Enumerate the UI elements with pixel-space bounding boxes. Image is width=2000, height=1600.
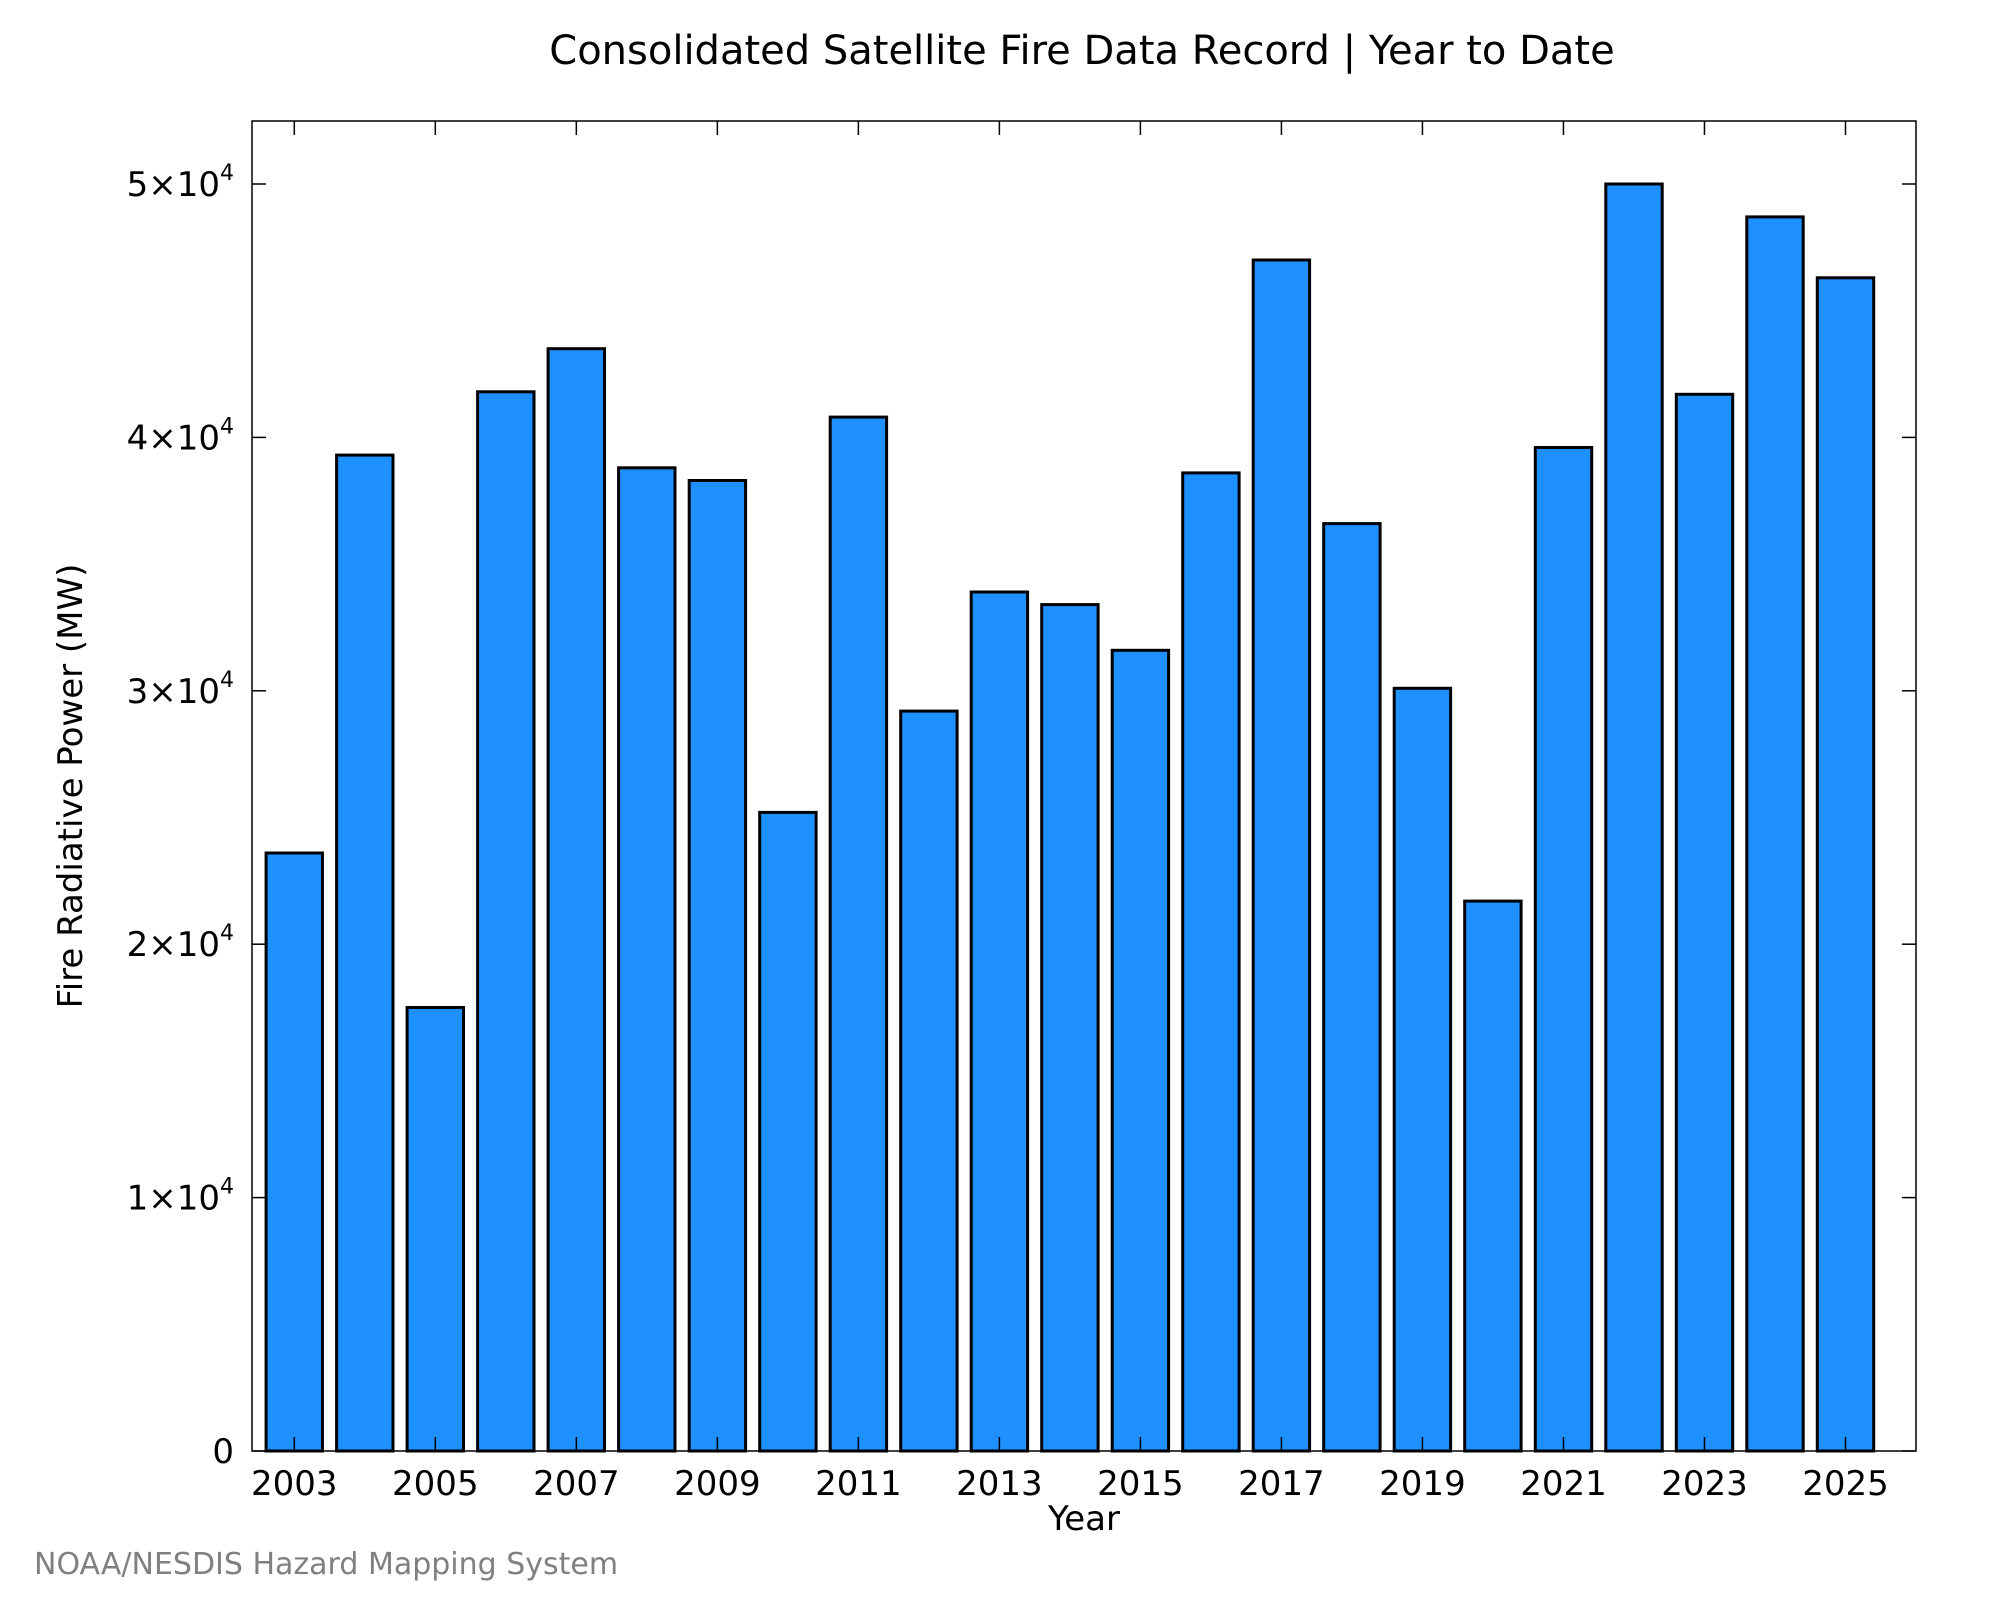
bar-2006 <box>476 390 536 1453</box>
bar-2010 <box>758 810 818 1453</box>
y-tick-label: 2×104 <box>127 921 234 965</box>
bar-2004 <box>335 453 395 1453</box>
bar-2005 <box>405 1006 466 1453</box>
bar-2007 <box>546 347 606 1453</box>
x-tick-label: 2007 <box>533 1464 620 1504</box>
bar-2025 <box>1815 276 1876 1453</box>
bar-2012 <box>899 709 959 1453</box>
x-tick-label: 2021 <box>1520 1464 1607 1504</box>
y-axis-ticks: 0 1×104 2×104 3×104 4×104 5×104 <box>127 161 1916 1472</box>
x-tick-label: 2011 <box>815 1464 902 1504</box>
x-tick-label: 2003 <box>251 1464 338 1504</box>
bar-2011 <box>828 415 889 1453</box>
x-tick-label: 2013 <box>956 1464 1043 1504</box>
x-tick-label: 2009 <box>674 1464 761 1504</box>
bar-2013 <box>969 590 1030 1453</box>
chart-title: Consolidated Satellite Fire Data Record … <box>549 28 1614 74</box>
y-tick-label: 4×104 <box>127 414 234 458</box>
y-tick-label: 5×104 <box>127 161 234 205</box>
bar-2024 <box>1745 215 1805 1453</box>
y-tick-label: 0 <box>212 1432 234 1472</box>
bar-2003 <box>264 851 325 1453</box>
x-tick-label: 2019 <box>1379 1464 1466 1504</box>
bars-group <box>264 182 1876 1453</box>
bar-2015 <box>1110 648 1171 1453</box>
bar-2017 <box>1251 258 1312 1453</box>
x-tick-label: 2015 <box>1097 1464 1184 1504</box>
y-tick-label: 1×104 <box>127 1175 234 1219</box>
bar-2008 <box>617 466 677 1453</box>
y-tick-label: 3×104 <box>127 668 234 712</box>
x-axis-label: Year <box>1047 1499 1120 1539</box>
x-tick-label: 2005 <box>392 1464 479 1504</box>
credit-text: NOAA/NESDIS Hazard Mapping System <box>34 1547 618 1582</box>
x-tick-label: 2025 <box>1802 1464 1889 1504</box>
y-axis-label: Fire Radiative Power (MW) <box>51 564 91 1009</box>
x-axis-ticks: 2003 2005 2007 2009 2011 2013 2015 2017 2019 2021… <box>251 121 1889 1504</box>
x-tick-label: 2017 <box>1238 1464 1325 1504</box>
bar-2009 <box>687 479 748 1453</box>
bar-2022 <box>1604 182 1664 1453</box>
x-tick-label: 2023 <box>1661 1464 1748 1504</box>
bar-2020 <box>1463 899 1523 1453</box>
bar-2014 <box>1040 603 1100 1453</box>
bar-2021 <box>1533 446 1594 1453</box>
bar-2019 <box>1392 686 1453 1453</box>
bar-2018 <box>1322 522 1382 1453</box>
bar-2023 <box>1674 392 1735 1453</box>
bar-2016 <box>1181 471 1241 1453</box>
plot-frame <box>251 120 1917 1452</box>
